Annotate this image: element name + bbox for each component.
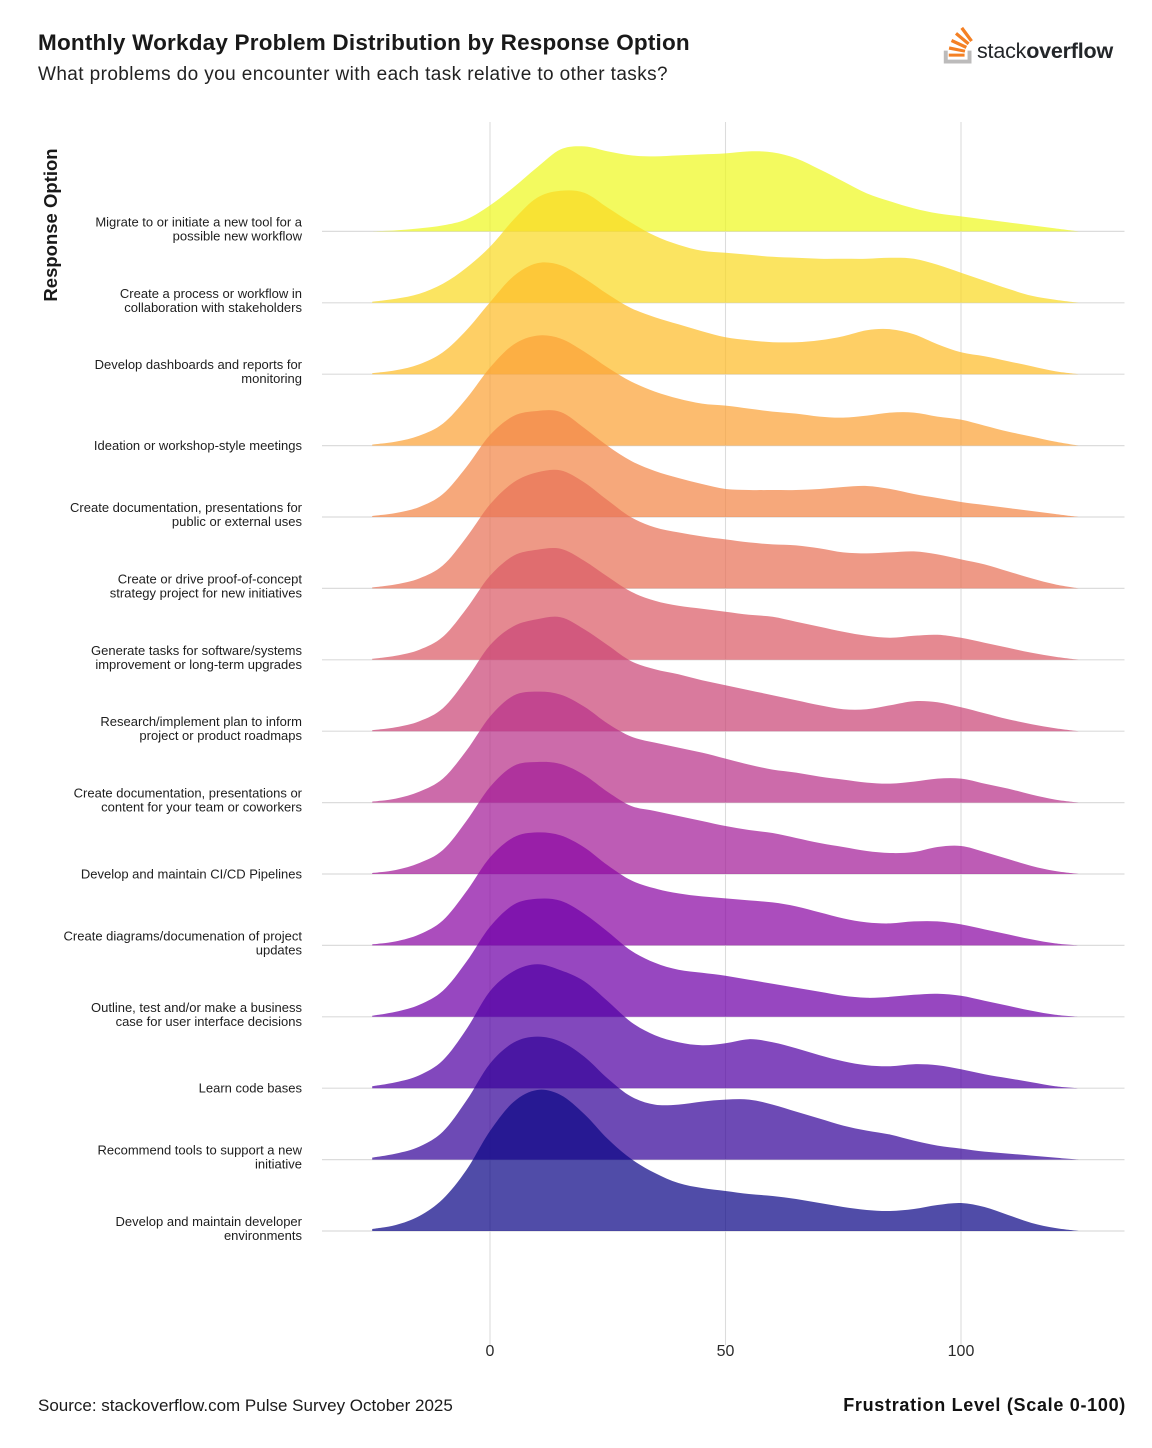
- svg-text:What problems do you encounter: What problems do you encounter with each…: [38, 64, 668, 85]
- svg-text:stackoverflow: stackoverflow: [977, 39, 1113, 63]
- svg-text:public or external uses: public or external uses: [172, 514, 303, 529]
- svg-text:Source: stackoverflow.com Puls: Source: stackoverflow.com Pulse Survey O…: [38, 1396, 453, 1415]
- svg-text:Develop dashboards and reports: Develop dashboards and reports for: [95, 357, 303, 372]
- svg-text:Create or drive proof-of-conce: Create or drive proof-of-concept: [118, 571, 303, 586]
- svg-text:Research/implement plan to inf: Research/implement plan to inform: [100, 714, 302, 729]
- svg-text:Develop and maintain developer: Develop and maintain developer: [116, 1214, 303, 1229]
- svg-text:Create diagrams/documenation o: Create diagrams/documenation of project: [64, 928, 303, 943]
- svg-text:initiative: initiative: [255, 1157, 302, 1172]
- svg-text:Monthly Workday Problem Distri: Monthly Workday Problem Distribution by …: [38, 30, 690, 55]
- svg-text:possible new workflow: possible new workflow: [173, 228, 303, 243]
- svg-text:Response Option: Response Option: [40, 148, 61, 301]
- svg-text:Generate tasks for software/sy: Generate tasks for software/systems: [91, 643, 302, 658]
- svg-text:monitoring: monitoring: [241, 371, 302, 386]
- svg-text:Create a process or workflow i: Create a process or workflow in: [120, 286, 302, 301]
- svg-text:project or product roadmaps: project or product roadmaps: [139, 728, 302, 743]
- svg-text:Migrate to or initiate a new t: Migrate to or initiate a new tool for a: [95, 214, 302, 229]
- svg-text:Create documentation, presenta: Create documentation, presentations or: [74, 786, 303, 801]
- svg-text:Develop and maintain CI/CD Pip: Develop and maintain CI/CD Pipelines: [81, 867, 303, 882]
- svg-text:Ideation or workshop-style mee: Ideation or workshop-style meetings: [94, 438, 303, 453]
- svg-text:0: 0: [486, 1343, 495, 1360]
- svg-text:100: 100: [948, 1343, 975, 1360]
- svg-text:improvement or long-term upgra: improvement or long-term upgrades: [95, 657, 302, 672]
- svg-text:environments: environments: [224, 1228, 303, 1243]
- svg-text:Create documentation, presenta: Create documentation, presentations for: [70, 500, 303, 515]
- svg-text:collaboration with stakeholder: collaboration with stakeholders: [124, 300, 302, 315]
- svg-text:50: 50: [717, 1343, 735, 1360]
- svg-text:Frustration Level (Scale 0-100: Frustration Level (Scale 0-100): [843, 1395, 1126, 1415]
- svg-text:case for user interface decisi: case for user interface decisions: [116, 1014, 303, 1029]
- svg-text:content for your team or cowor: content for your team or coworkers: [101, 800, 302, 815]
- svg-text:updates: updates: [256, 942, 303, 957]
- svg-text:Outline, test and/or make a bu: Outline, test and/or make a business: [91, 1000, 303, 1015]
- svg-text:Recommend tools to support a n: Recommend tools to support a new: [98, 1143, 303, 1158]
- svg-text:Learn code bases: Learn code bases: [199, 1081, 303, 1096]
- svg-text:strategy project for new initi: strategy project for new initiatives: [110, 585, 303, 600]
